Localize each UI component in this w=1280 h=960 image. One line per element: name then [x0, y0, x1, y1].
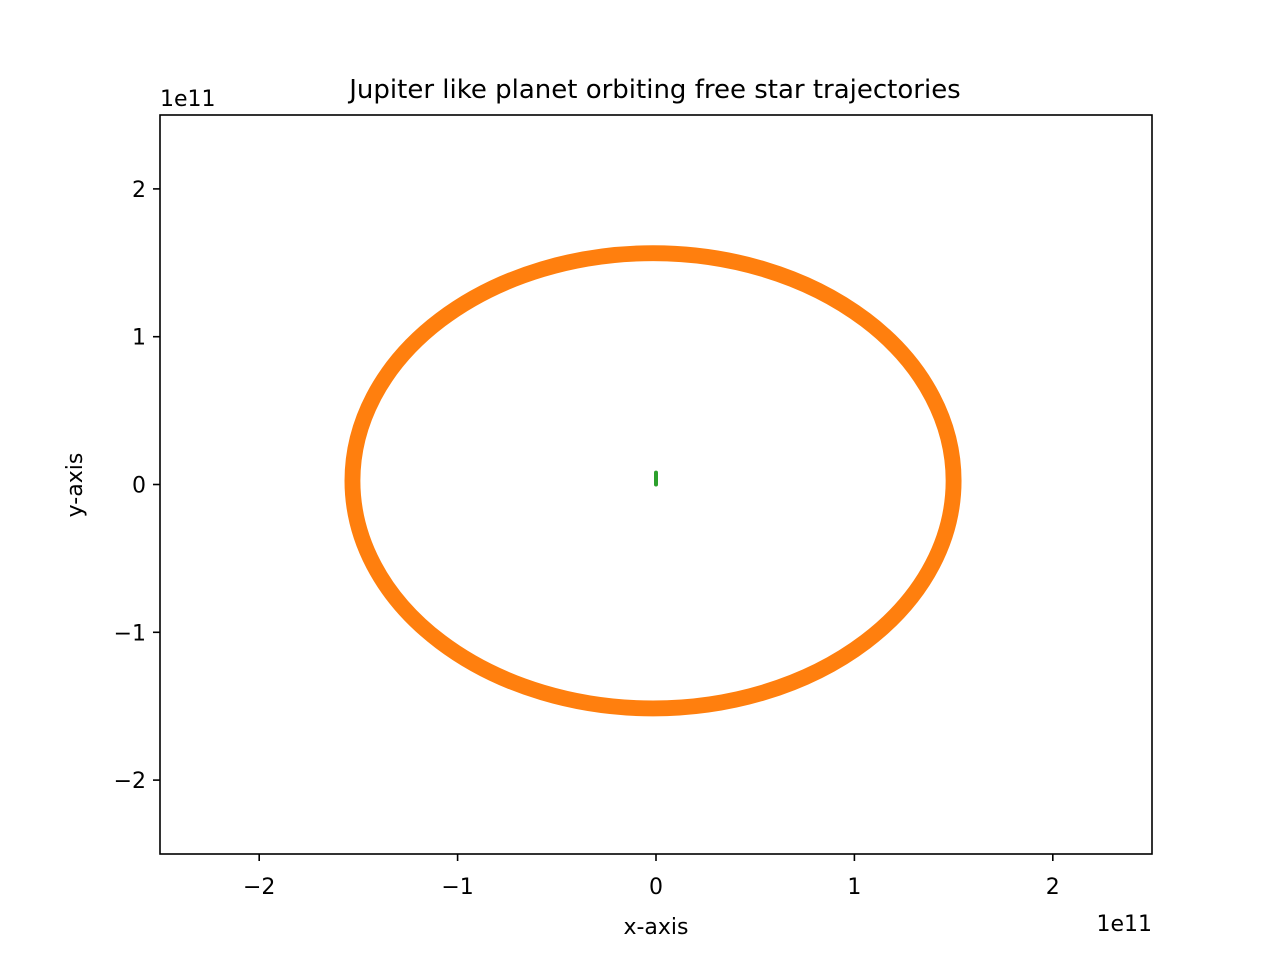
- x-axis-ticks: −2 −1 0 1 2: [243, 854, 1060, 900]
- x-tick-label: 0: [649, 875, 663, 900]
- series-layer: [344, 245, 962, 717]
- series-1-trajectory: [344, 245, 962, 717]
- y-axis-ticks: −2 −1 0 1 2: [114, 178, 160, 794]
- x-offset-text: 1e11: [1096, 912, 1152, 937]
- y-offset-text: 1e11: [160, 87, 216, 112]
- y-tick-label: 0: [132, 474, 146, 499]
- x-tick-label: −1: [441, 875, 473, 900]
- y-tick-label: −1: [114, 621, 146, 646]
- x-axis-label: x-axis: [623, 915, 688, 940]
- y-tick-label: 1: [132, 326, 146, 351]
- y-tick-label: 2: [132, 178, 146, 203]
- x-tick-label: 2: [1046, 875, 1060, 900]
- y-axis-label: y-axis: [63, 453, 88, 518]
- x-tick-label: 1: [847, 875, 861, 900]
- chart-title: Jupiter like planet orbiting free star t…: [347, 75, 960, 105]
- y-tick-label: −2: [114, 769, 146, 794]
- x-tick-label: −2: [243, 875, 275, 900]
- plot-area: [159, 114, 1153, 855]
